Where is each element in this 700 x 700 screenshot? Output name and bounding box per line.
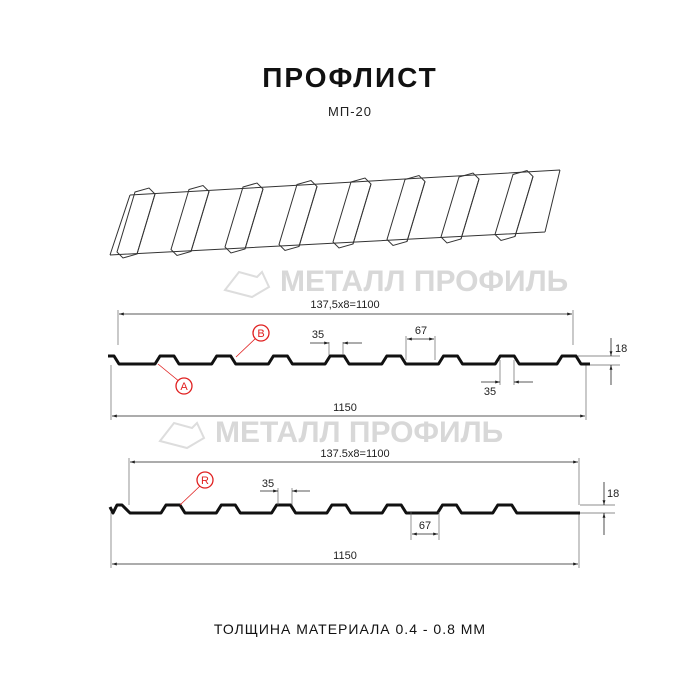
width-label: 1150 [333,402,357,414]
profile-2-line [108,503,580,515]
watermark-1: МЕТАЛЛ ПРОФИЛЬ [223,265,568,299]
watermark-2: МЕТАЛЛ ПРОФИЛЬ [158,416,503,450]
sheet-outline [109,169,561,256]
sheet-rib [494,169,534,242]
marker-r-label: R [201,475,209,487]
marker-b-label: B [257,328,264,340]
crest-label: 35 [312,329,324,341]
page-title: ПРОФЛИСТ [262,62,438,93]
material-thickness: ТОЛЩИНА МАТЕРИАЛА 0.4 - 0.8 ММ [213,621,487,637]
sheet-rib-edge [460,178,480,240]
sheet-rib [224,182,264,254]
watermark-logo-icon [158,421,206,450]
profile-1: 137,5x8=1100 1150 35 67 35 18 [108,299,627,420]
width-label: 1150 [333,550,357,562]
sheet-rib-edge [406,181,426,242]
sheet-rib [116,187,156,259]
sheet-rib-edge [298,186,318,247]
sheet-rib [440,172,480,244]
sheet-rib-edge [190,191,210,252]
sheet-rib-edge [136,193,156,255]
sheet-3d-view [109,169,561,259]
pitch-label: 137.5x8=1100 [320,448,389,460]
profile-2: 137.5x8=1100 1150 35 67 18 R [108,448,619,568]
marker-a [175,377,193,395]
marker-a-label: A [180,381,188,393]
height-label: 18 [607,488,619,500]
sheet-rib-edge [244,188,264,250]
height-label: 18 [615,343,627,355]
sheet-rib [386,174,426,247]
watermark-text: МЕТАЛЛ ПРОФИЛЬ [215,416,503,449]
sheet-rib-edge [514,176,534,237]
watermark-logo-icon [223,270,271,299]
crest-label: 35 [262,478,274,490]
sheet-rib [170,184,210,257]
bottom-label: 35 [484,386,496,398]
valley-label: 67 [419,520,431,532]
marker-b [252,324,270,342]
marker-r [196,471,214,489]
valley-label: 67 [415,325,427,337]
sheet-rib [278,179,318,252]
pitch-label: 137,5x8=1100 [310,299,379,311]
sheet-rib [332,177,372,249]
watermark-text: МЕТАЛЛ ПРОФИЛЬ [280,265,568,298]
profile-1-line [108,354,590,366]
page-subtitle: МП-20 [328,104,372,119]
sheet-rib-edge [352,183,372,245]
